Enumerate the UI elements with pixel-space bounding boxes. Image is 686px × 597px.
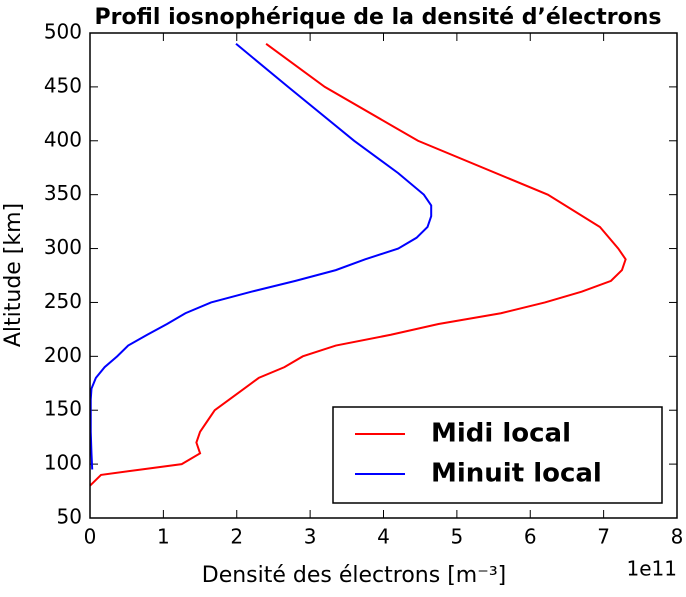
legend-box	[332, 406, 663, 504]
y-tick-label: 50	[57, 505, 82, 529]
legend-label: Midi local	[431, 419, 571, 449]
y-tick-label: 200	[44, 343, 82, 367]
x-offset-label: 1e11	[627, 557, 677, 581]
series-line	[89, 43, 433, 470]
series-line	[89, 42, 627, 487]
chart-title: Profil iosnophérique de la densité d’éle…	[94, 5, 661, 30]
x-tick-label: 1	[157, 525, 170, 549]
plot-frame	[89, 32, 678, 519]
y-axis-label: Altitude [km]	[1, 203, 26, 347]
x-tick-label: 0	[84, 525, 97, 549]
x-tick-label: 2	[230, 525, 243, 549]
x-tick-label: 3	[304, 525, 317, 549]
y-tick-label: 350	[44, 181, 82, 205]
y-tick-label: 400	[44, 127, 82, 151]
legend-label: Minuit local	[431, 459, 602, 489]
y-tick-label: 100	[44, 451, 82, 475]
y-tick-label: 250	[44, 289, 82, 313]
x-tick-label: 4	[377, 525, 390, 549]
x-tick-label: 5	[451, 525, 464, 549]
y-tick-label: 500	[44, 20, 82, 44]
x-tick-label: 6	[524, 525, 537, 549]
y-tick-label: 450	[44, 73, 82, 97]
x-tick-label: 7	[597, 525, 610, 549]
y-tick-label: 150	[44, 397, 82, 421]
x-tick-label: 8	[671, 525, 684, 549]
x-axis-label: Densité des électrons [m⁻³]	[202, 563, 506, 588]
y-tick-label: 300	[44, 235, 82, 259]
